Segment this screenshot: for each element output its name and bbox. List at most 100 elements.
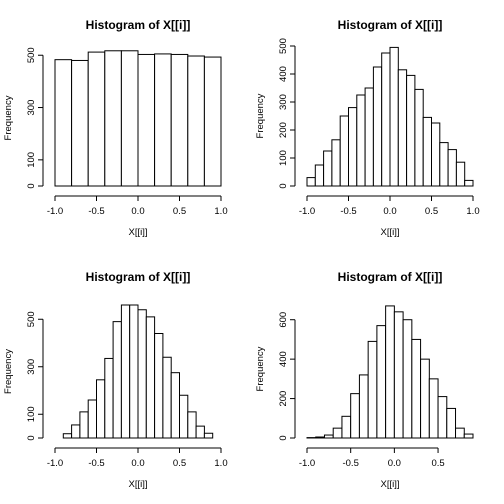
- y-tick-label: 500: [26, 311, 37, 327]
- histogram-bar: [170, 372, 180, 439]
- x-tick-label: 0.0: [131, 206, 144, 217]
- histogram-bar: [87, 399, 97, 439]
- histogram-bar: [145, 316, 156, 439]
- x-axis-label: X[[i]]: [380, 227, 399, 238]
- histogram-bar: [87, 51, 106, 187]
- histogram-bar: [179, 394, 189, 439]
- histogram-bar: [431, 122, 441, 187]
- y-tick-label: 0: [278, 183, 289, 188]
- histogram-bar: [464, 179, 474, 187]
- histogram-bar: [137, 53, 156, 187]
- x-tick-label: 0.5: [431, 458, 444, 469]
- histogram-bar: [187, 55, 205, 187]
- histogram-bar: [372, 66, 383, 187]
- histogram-bar: [339, 115, 350, 187]
- histogram-bar: [54, 59, 73, 187]
- histogram-bar: [104, 50, 122, 187]
- histogram-bar: [420, 358, 430, 439]
- histogram-bar: [411, 338, 422, 439]
- y-tick-label: 500: [278, 38, 289, 54]
- chart-title: Histogram of X[[i]]: [86, 18, 191, 32]
- histogram-bar: [350, 393, 360, 439]
- histogram-bar: [71, 424, 81, 439]
- histogram-bar: [104, 357, 114, 439]
- y-axis-label: Frequency: [255, 346, 266, 391]
- y-tick-label: 400: [278, 66, 289, 82]
- histogram-bar: [112, 321, 122, 439]
- x-tick-label: -1.0: [47, 458, 63, 469]
- histogram-bar: [79, 411, 89, 439]
- histogram-bar: [129, 304, 139, 439]
- histogram-panel-top-right: Histogram of X[[i]] -1.0 -0.5 0.0 0.5 1.0 0 100…: [255, 18, 480, 238]
- histogram-bar: [137, 309, 147, 439]
- y-axis-label: Frequency: [3, 349, 14, 394]
- histogram-bar: [428, 378, 439, 439]
- histogram-bar: [422, 116, 433, 187]
- histogram-bar: [381, 52, 391, 187]
- x-tick-label: -0.5: [342, 458, 358, 469]
- histogram-bar: [439, 142, 449, 187]
- histogram-bar: [120, 50, 139, 187]
- y-tick-label: 500: [26, 47, 37, 63]
- x-tick-label: -0.5: [88, 206, 104, 217]
- y-tick-label: 0: [26, 435, 37, 440]
- y-tick-label: 200: [278, 391, 289, 407]
- histogram-bar: [367, 340, 378, 439]
- histogram-bar: [414, 88, 424, 187]
- histogram-bar: [437, 396, 448, 439]
- histogram-bar: [154, 53, 172, 187]
- histogram-bar: [385, 305, 395, 439]
- histogram-bar: [389, 46, 399, 187]
- y-tick-label: 600: [278, 312, 289, 328]
- histogram-bar: [341, 415, 352, 439]
- histogram-bar: [120, 304, 131, 439]
- histogram-bar: [406, 74, 416, 187]
- y-tick-label: 300: [278, 94, 289, 110]
- x-tick-label: -1.0: [299, 458, 315, 469]
- histogram-panel-bottom-right: Histogram of X[[i]] -1.0 -0.5 0.0 0.5 0 200 400…: [255, 270, 474, 490]
- x-tick-label: 0.5: [425, 206, 438, 217]
- histogram-bar: [397, 69, 408, 187]
- chart-title: Histogram of X[[i]]: [86, 270, 191, 284]
- chart-title: Histogram of X[[i]]: [338, 18, 443, 32]
- histogram-bar: [203, 56, 222, 187]
- histogram-bar: [323, 150, 333, 187]
- x-tick-label: 1.0: [466, 206, 479, 217]
- histogram-bar: [356, 94, 366, 187]
- histogram-bar: [306, 177, 316, 187]
- y-tick-label: 100: [278, 150, 289, 166]
- y-tick-label: 300: [26, 359, 37, 375]
- histogram-bar: [154, 333, 164, 439]
- y-axis-label: Frequency: [3, 95, 14, 140]
- histogram-panel-bottom-left: Histogram of X[[i]] -1.0 -0.5 0.0 0.5 1.0 0 100…: [3, 270, 228, 490]
- y-tick-label: 300: [26, 100, 37, 116]
- x-tick-label: 0.5: [173, 206, 186, 217]
- histogram-bar: [170, 53, 189, 187]
- histogram-bar: [195, 425, 205, 439]
- x-tick-label: -0.5: [88, 458, 104, 469]
- histogram-bar: [348, 107, 358, 187]
- chart-title: Histogram of X[[i]]: [338, 270, 443, 284]
- histogram-bar: [455, 161, 466, 187]
- histogram-bar: [376, 325, 387, 439]
- histogram-bar: [332, 427, 343, 439]
- y-tick-label: 100: [26, 406, 37, 422]
- histogram-bar: [323, 434, 334, 439]
- x-tick-label: -0.5: [340, 206, 356, 217]
- histogram-bar: [447, 149, 457, 187]
- histogram-bar: [446, 407, 457, 439]
- x-tick-label: 1.0: [214, 206, 227, 217]
- x-axis-label: X[[i]]: [380, 479, 399, 490]
- x-tick-label: 0.0: [388, 458, 401, 469]
- histogram-bar: [463, 433, 474, 439]
- histogram-bar: [315, 436, 325, 439]
- y-tick-label: 400: [278, 351, 289, 367]
- x-tick-label: 0.0: [383, 206, 396, 217]
- histogram-bar: [62, 433, 73, 439]
- histogram-bar: [331, 139, 341, 187]
- histogram-panel-top-left: Histogram of X[[i]] -1.0 -0.5 0.0 0.5 1.0 0 100…: [3, 18, 228, 238]
- x-tick-label: -1.0: [299, 206, 315, 217]
- y-tick-label: 0: [26, 183, 37, 188]
- y-axis-label: Frequency: [255, 93, 266, 138]
